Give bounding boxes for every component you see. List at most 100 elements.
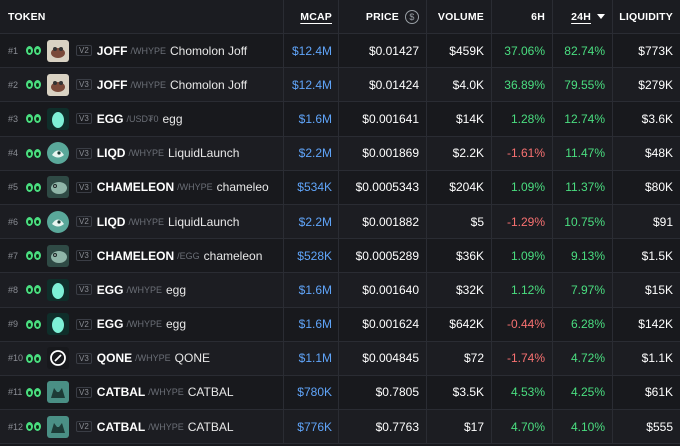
liquidity-value: $15K: [644, 282, 673, 297]
eyes-icon[interactable]: [26, 80, 41, 90]
header-6h[interactable]: 6H: [492, 0, 553, 33]
mcap-value: $12.4M: [291, 77, 332, 92]
change-24h-cell: 11.47%: [553, 136, 613, 170]
table-header: TOKEN MCAP PRICE $ VOLUME 6H 24H LIQUIDIT…: [0, 0, 680, 34]
price-value: $0.01424: [368, 77, 419, 92]
header-token[interactable]: TOKEN: [0, 0, 284, 33]
volume-value: $36K: [455, 248, 484, 263]
table-row[interactable]: #2 V3 JOFF /WHYPE Chomolon Joff $12.4M $…: [0, 68, 680, 103]
liquidity-value: $773K: [638, 43, 673, 58]
table-row[interactable]: #3 V3 EGG /USD₮0 egg $1.6M $0.001641 $14…: [0, 102, 680, 137]
price-cell: $0.001869: [339, 136, 427, 170]
change-24h-cell: 79.55%: [553, 68, 613, 102]
header-mcap[interactable]: MCAP: [284, 0, 339, 33]
change-6h-value: 37.06%: [504, 43, 545, 58]
change-6h-cell: 36.89%: [492, 68, 553, 102]
change-24h-value: 10.75%: [564, 214, 605, 229]
volume-value: $72: [463, 351, 484, 366]
token-name: egg: [165, 317, 187, 332]
change-24h-value: 7.97%: [570, 282, 605, 297]
token-symbol: CATBAL: [96, 385, 146, 400]
eyes-icon[interactable]: [26, 285, 41, 295]
change-24h-cell: 10.75%: [553, 204, 613, 239]
version-badge: V2: [76, 421, 92, 433]
table-row[interactable]: #5 V3 CHAMELEON /WHYPE chameleo $534K $0…: [0, 170, 680, 205]
change-6h-cell: 1.09%: [492, 239, 553, 273]
token-cell: #5 V3 CHAMELEON /WHYPE chameleo: [0, 170, 284, 204]
mcap-value: $534K: [297, 180, 332, 195]
token-pair: /WHYPE: [128, 148, 164, 159]
eyes-icon[interactable]: [26, 251, 41, 261]
table-row[interactable]: #7 V3 CHAMELEON /EGG chameleon $528K $0.…: [0, 239, 680, 274]
token-name: LiquidLaunch: [167, 146, 240, 161]
token-name: LiquidLaunch: [167, 214, 240, 229]
change-24h-value: 4.25%: [570, 385, 605, 400]
version-badge: V3: [76, 352, 92, 364]
table-row[interactable]: #4 V3 LIQD /WHYPE LiquidLaunch $2.2M $0.…: [0, 136, 680, 171]
change-24h-value: 9.13%: [570, 248, 605, 263]
token-cell: #6 V2 LIQD /WHYPE LiquidLaunch: [0, 204, 284, 239]
table-row[interactable]: #6 V2 LIQD /WHYPE LiquidLaunch $2.2M $0.…: [0, 204, 680, 240]
version-badge: V2: [76, 216, 92, 228]
volume-value: $4.0K: [452, 77, 484, 92]
rank-label: #3: [8, 113, 19, 124]
price-value: $0.0005343: [355, 180, 419, 195]
price-value: $0.001641: [362, 111, 419, 126]
token-cell: #12 V2 CATBAL /WHYPE CATBAL: [0, 410, 284, 444]
mcap-cell: $2.2M: [284, 136, 339, 170]
version-badge: V3: [76, 250, 92, 262]
price-cell: $0.001624: [339, 307, 427, 341]
eyes-icon[interactable]: [26, 319, 41, 329]
table-row[interactable]: #11 V3 CATBAL /WHYPE CATBAL $780K $0.780…: [0, 375, 680, 411]
eyes-icon[interactable]: [26, 148, 41, 158]
volume-value: $17: [463, 419, 484, 434]
change-6h-value: 1.09%: [510, 180, 545, 195]
joff-token-icon: [47, 39, 69, 62]
table-row[interactable]: #1 V2 JOFF /WHYPE Chomolon Joff $12.4M $…: [0, 34, 680, 69]
table-row[interactable]: #9 V2 EGG /WHYPE egg $1.6M $0.001624 $64…: [0, 307, 680, 342]
eyes-icon[interactable]: [26, 217, 41, 227]
token-cell: #8 V3 EGG /WHYPE egg: [0, 273, 284, 307]
volume-value: $2.2K: [452, 146, 484, 161]
rank-label: #7: [8, 250, 19, 261]
token-pair: /WHYPE: [177, 182, 213, 193]
rank-label: #4: [8, 148, 19, 159]
currency-toggle-icon[interactable]: $: [405, 9, 419, 24]
change-24h-value: 11.37%: [565, 180, 605, 195]
liquidity-cell: $773K: [613, 34, 680, 67]
table-row[interactable]: #8 V3 EGG /WHYPE egg $1.6M $0.001640 $32…: [0, 273, 680, 308]
mcap-value: $1.6M: [298, 282, 332, 297]
change-6h-value: 4.70%: [510, 419, 545, 434]
volume-cell: $72: [427, 341, 492, 375]
mcap-cell: $528K: [284, 239, 339, 273]
eyes-icon[interactable]: [26, 387, 41, 397]
header-price[interactable]: PRICE $: [339, 0, 427, 33]
eyes-icon[interactable]: [26, 422, 41, 432]
header-volume[interactable]: VOLUME: [427, 0, 492, 33]
token-pair: /WHYPE: [126, 319, 162, 330]
price-value: $0.7763: [375, 419, 419, 434]
rank-label: #10: [8, 353, 24, 364]
token-name: chameleon: [203, 248, 263, 263]
change-6h-value: 1.09%: [510, 248, 545, 263]
table-row[interactable]: #10 V3 QONE /WHYPE QONE $1.1M $0.004845 …: [0, 341, 680, 376]
eyes-icon[interactable]: [26, 353, 41, 363]
volume-cell: $4.0K: [427, 68, 492, 102]
header-liquidity[interactable]: LIQUIDITY: [619, 10, 673, 23]
header-24h[interactable]: 24H: [553, 0, 613, 33]
change-6h-value: 1.28%: [510, 111, 545, 126]
version-badge: V3: [76, 113, 92, 125]
price-cell: $0.001641: [339, 102, 427, 136]
volume-value: $5: [470, 214, 484, 229]
token-cell: #9 V2 EGG /WHYPE egg: [0, 307, 284, 341]
token-pair: /WHYPE: [135, 353, 171, 364]
volume-cell: $204K: [427, 170, 492, 204]
eyes-icon[interactable]: [26, 114, 41, 124]
token-cell: #4 V3 LIQD /WHYPE LiquidLaunch: [0, 136, 284, 170]
eyes-icon[interactable]: [26, 46, 41, 56]
eyes-icon[interactable]: [26, 182, 41, 192]
change-6h-value: -1.61%: [506, 146, 545, 161]
token-cell: #1 V2 JOFF /WHYPE Chomolon Joff: [0, 34, 284, 68]
table-row[interactable]: #12 V2 CATBAL /WHYPE CATBAL $776K $0.776…: [0, 410, 680, 445]
